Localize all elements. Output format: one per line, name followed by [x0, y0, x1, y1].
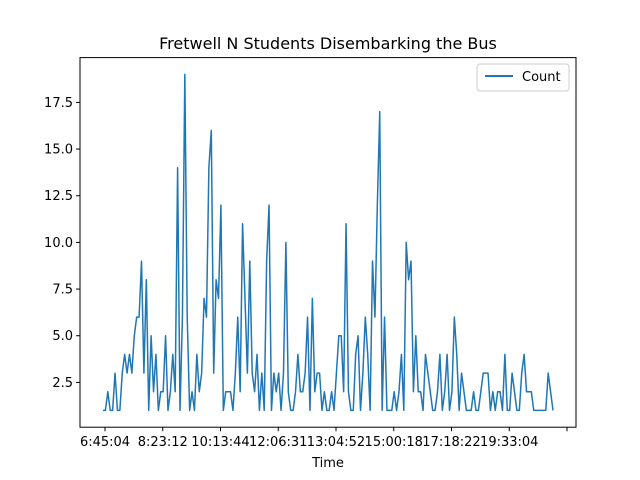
y-axis: 2.5 5.0 7.5 10.0 12.5 15.0 17.5: [44, 96, 80, 391]
y-tick-label: 10.0: [44, 236, 73, 251]
x-axis-label: Time: [311, 456, 344, 471]
x-axis: 6:45:04 8:23:12 10:13:44 12:06:31 13:04:52 15…: [80, 427, 568, 450]
y-tick-label: 5.0: [52, 329, 73, 344]
y-tick-label: 7.5: [52, 283, 73, 298]
y-tick-label: 12.5: [44, 189, 73, 204]
x-tick-label: 10:13:44: [191, 435, 249, 450]
chart-title: Fretwell N Students Disembarking the Bus: [159, 34, 497, 53]
series-layer: [103, 73, 554, 412]
legend: Count: [476, 63, 570, 92]
x-tick-label: 13:04:52: [307, 435, 365, 450]
x-tick-label: 8:23:12: [138, 435, 188, 450]
x-tick-label: 6:45:04: [80, 435, 130, 450]
x-tick-label: 12:06:31: [249, 435, 307, 450]
y-tick-label: 17.5: [44, 96, 73, 111]
y-tick-label: 2.5: [52, 376, 73, 391]
legend-box: [476, 63, 570, 92]
legend-entry-count: Count: [522, 70, 561, 85]
x-tick-label: 19:33:04: [480, 435, 538, 450]
x-tick-label: 15:00:18: [365, 435, 423, 450]
y-tick-label: 15.0: [44, 143, 73, 158]
series-line-count: [103, 73, 554, 412]
x-tick-label: 17:18:22: [422, 435, 480, 450]
